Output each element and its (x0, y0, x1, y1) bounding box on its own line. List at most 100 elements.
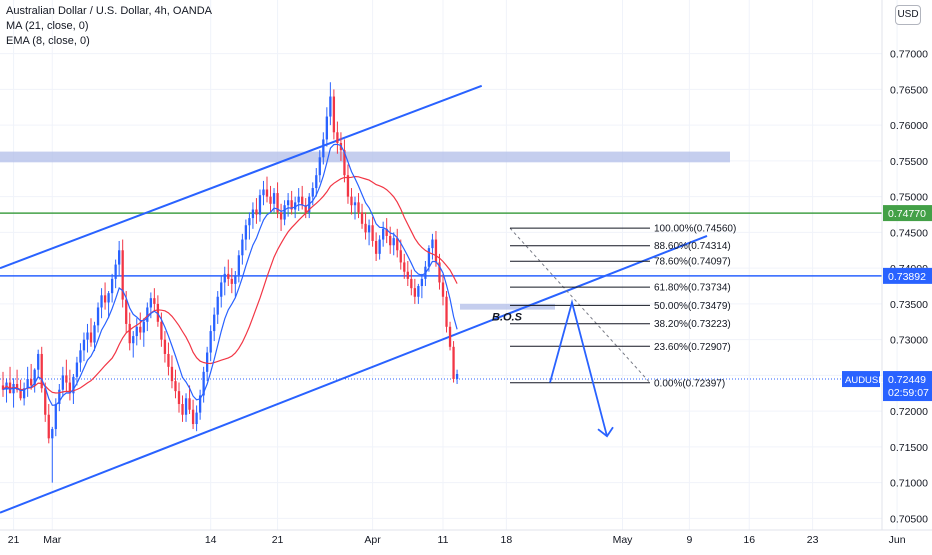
candle-body (149, 298, 152, 308)
candle-body (40, 353, 43, 389)
candle-body (258, 195, 262, 215)
time-tick-label: 18 (501, 534, 513, 546)
candle-body (262, 189, 265, 196)
price-tick-label: 0.73000 (890, 335, 928, 347)
price-tick-label: 0.70500 (890, 513, 928, 525)
countdown-label: 02:59:07 (888, 387, 929, 399)
price-tick-label: 0.74500 (890, 227, 928, 239)
time-tick-label: 9 (686, 534, 692, 546)
candle-body (297, 196, 300, 203)
candle-body (294, 202, 297, 210)
candle-body (202, 371, 205, 396)
candle-body (406, 271, 409, 279)
candle-body (107, 293, 110, 303)
candle-body (431, 239, 434, 249)
candle-body (234, 275, 237, 284)
candle-body (93, 325, 96, 343)
candle-body (132, 336, 135, 344)
candle-body (434, 239, 438, 263)
current-price-bg (883, 371, 932, 402)
candles-layer (1, 82, 459, 483)
candle-body (156, 303, 160, 322)
time-tick-label: 14 (205, 534, 217, 546)
symbol-label-bg (842, 371, 880, 388)
candle-body (146, 307, 149, 322)
zones-layer (0, 151, 730, 310)
candle-body (153, 298, 156, 304)
candle-body (72, 376, 75, 394)
candle-body (195, 412, 198, 425)
symbol-label: AUDUSD (845, 375, 885, 386)
price-tick-label: 0.75000 (890, 192, 928, 204)
candle-body (167, 353, 170, 367)
candle-body (174, 381, 177, 392)
bos-zone (460, 303, 555, 310)
fib-level-label: 0.00%(0.72397) (654, 378, 725, 389)
price-tick-label: 0.76500 (890, 84, 928, 96)
time-tick-label: 23 (807, 534, 819, 546)
candle-body (283, 205, 286, 220)
candle-body (65, 375, 68, 383)
candle-body (445, 296, 448, 327)
candle-body (37, 353, 40, 370)
candle-body (110, 278, 114, 294)
time-tick-label: Apr (364, 534, 381, 546)
candle-body (125, 299, 128, 324)
candle-body (44, 388, 47, 415)
candle-body (301, 196, 304, 206)
candle-body (142, 321, 145, 333)
time-tick-label: 21 (8, 534, 20, 546)
price-tick-label: 0.76000 (890, 120, 928, 132)
candle-body (353, 202, 357, 206)
price-tick-label: 0.72000 (890, 406, 928, 418)
candle-body (360, 212, 364, 224)
candle-body (15, 383, 19, 390)
candle-body (357, 202, 360, 213)
candle-body (118, 250, 121, 265)
ema-8-line (2, 143, 458, 406)
candle-body (336, 132, 339, 144)
candle-body (54, 404, 57, 430)
candle-body (47, 414, 50, 439)
candle-body (374, 240, 378, 254)
fib-level-label: 61.80%(0.73734) (654, 283, 731, 294)
price-label-green: 0.74770 (888, 208, 926, 220)
fibonacci-layer: 100.00%(0.74560) 88.60%(0.74314) 78.60%(0.… (509, 224, 736, 389)
candle-body (399, 250, 402, 263)
candle-body (265, 189, 269, 197)
candle-body (75, 362, 79, 377)
candle-body (198, 395, 202, 413)
price-tick-label: 0.71000 (890, 478, 928, 490)
legend-ema[interactable]: EMA (8, close, 0) (6, 35, 90, 47)
drawing-layer: B.O.S (0, 84, 882, 514)
candle-body (438, 262, 441, 283)
time-tick-label: May (613, 534, 634, 546)
candle-body (30, 378, 33, 386)
resistance-zone (0, 151, 730, 163)
fib-level-label: 38.20%(0.73223) (654, 319, 731, 330)
candle-body (128, 323, 131, 344)
candle-body (188, 398, 191, 410)
candle-body (96, 307, 100, 326)
legend-ma[interactable]: MA (21, close, 0) (6, 20, 89, 32)
time-tick-label: 11 (438, 534, 449, 546)
fib-level-label: 50.00%(0.73479) (654, 301, 731, 312)
candle-body (191, 409, 195, 425)
candle-body (378, 239, 381, 254)
price-tick-label: 0.75500 (890, 156, 928, 168)
price-label-bg-green (883, 205, 932, 222)
candle-body (269, 196, 272, 204)
candle-body (392, 238, 395, 246)
currency-badge[interactable]: USD (895, 5, 921, 25)
candle-body (139, 326, 142, 333)
candle-body (1, 385, 5, 390)
candle-body (61, 375, 64, 390)
candle-body (448, 326, 452, 347)
candle-body (170, 366, 174, 382)
candle-body (209, 331, 212, 353)
price-tick-label: 0.71500 (890, 442, 928, 454)
candle-body (389, 235, 392, 246)
candle-body (255, 209, 258, 215)
